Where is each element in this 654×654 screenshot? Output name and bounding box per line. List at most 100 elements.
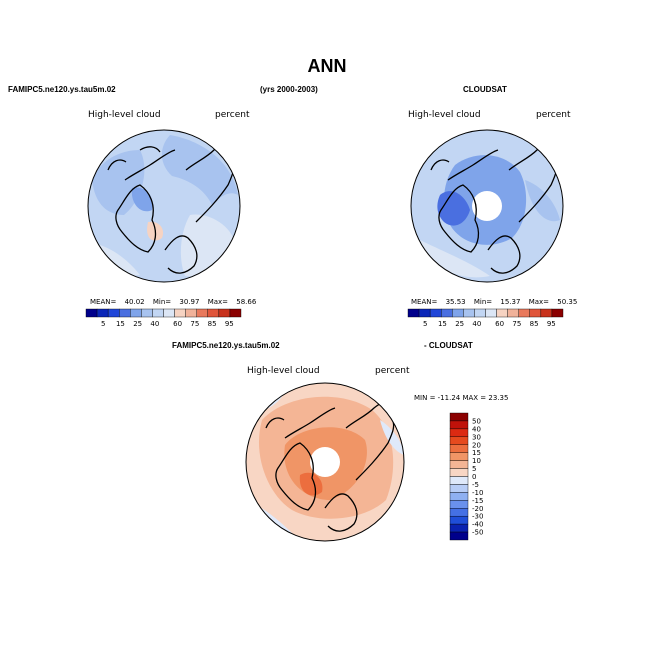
- obs-min-label: Min=: [473, 298, 493, 306]
- obs-colorbar-label: 95: [547, 320, 556, 328]
- model-colorbar-label: 40: [150, 320, 159, 328]
- obs-colorbar-label: 75: [512, 320, 521, 328]
- obs-colorbar-box: [540, 308, 553, 318]
- obs-mean-label: MEAN=: [411, 298, 438, 306]
- obs-mean: 35.53: [445, 298, 466, 306]
- diff-colorbar-box: [449, 476, 469, 485]
- model-max: 58.66: [236, 298, 257, 306]
- diff-units-label: percent: [375, 366, 410, 376]
- model-colorbar-box: [229, 308, 242, 318]
- diff-field-blob: [299, 472, 323, 496]
- diff-colorbar-box: [449, 468, 469, 477]
- diff-range-text: MIN = -11.24 MAX = 23.35: [414, 394, 509, 402]
- model-field-blob: [161, 135, 238, 205]
- obs-colorbar-box: [496, 308, 508, 318]
- diff-colorbar-box: [449, 460, 469, 469]
- obs-colorbar-box: [474, 308, 486, 318]
- diff-colorbar-box: [449, 412, 469, 422]
- obs-field-blob: [525, 180, 560, 222]
- diff-colorbar-box: [449, 428, 469, 438]
- diff-colorbar-label: -15: [472, 497, 483, 505]
- obs-colorbar-box: [507, 308, 519, 318]
- obs-colorbar-label: 25: [455, 320, 464, 328]
- obs-max-label: Max=: [528, 298, 550, 306]
- obs-colorbar-box: [441, 308, 453, 318]
- obs-map-border: [410, 129, 564, 283]
- model-polar-map: [87, 129, 241, 283]
- diff-variable-label: High-level cloud: [247, 366, 320, 376]
- diff-field: [246, 383, 404, 541]
- diff-map-border: [245, 382, 405, 542]
- model-colorbar-label: 15: [116, 320, 125, 328]
- diff-colorbar-box: [449, 484, 469, 493]
- model-colorbar-label: 75: [190, 320, 199, 328]
- model-colorbar-box: [174, 308, 186, 318]
- diff-colorbar-box: [449, 508, 469, 517]
- diff-colorbar-box: [449, 436, 469, 445]
- diff-colorbar-label: -10: [472, 489, 483, 497]
- diff-minus-label: - CLOUDSAT: [424, 341, 473, 350]
- diff-colorbar-label: 5: [472, 465, 476, 473]
- model-mean-label: MEAN=: [90, 298, 117, 306]
- obs-field-blob: [437, 191, 470, 226]
- model-colorbar-box: [185, 308, 197, 318]
- model-colorbar-box: [85, 308, 98, 318]
- obs-stats: MEAN= 35.53 Min= 15.37 Max= 50.35: [411, 298, 577, 306]
- main-title: ANN: [307, 56, 347, 76]
- obs-case-name: CLOUDSAT: [463, 85, 507, 94]
- diff-colorbar-label: 15: [472, 449, 481, 457]
- model-min: 30.97: [179, 298, 200, 306]
- model-colorbar-box: [207, 308, 220, 318]
- diff-colorbar-label: 20: [472, 441, 481, 449]
- obs-colorbar-box: [418, 308, 431, 318]
- obs-colorbar-box: [463, 308, 475, 318]
- diff-colorbar-box: [449, 500, 469, 509]
- diff-polar-map: [245, 382, 405, 542]
- model-colorbar-box: [130, 308, 142, 318]
- model-colorbar-box: [163, 308, 175, 318]
- obs-colorbar-box: [452, 308, 464, 318]
- model-units-label: percent: [215, 110, 250, 120]
- obs-colorbar-box: [429, 308, 442, 318]
- model-mean: 40.02: [124, 298, 145, 306]
- diff-field-blob: [380, 420, 404, 455]
- model-field-blob: [131, 187, 153, 212]
- diff-colorbar-label: 30: [472, 433, 481, 441]
- obs-units-label: percent: [536, 110, 571, 120]
- obs-colorbar-box: [518, 308, 530, 318]
- obs-max: 50.35: [557, 298, 578, 306]
- diff-missing-data-hole: [310, 447, 340, 477]
- model-colorbar-label: 95: [225, 320, 234, 328]
- model-colorbar-box: [107, 308, 120, 318]
- diff-colorbar-box: [449, 515, 469, 525]
- model-field: [88, 130, 240, 282]
- model-colorbar-box: [96, 308, 109, 318]
- model-field-blob: [100, 245, 140, 276]
- obs-colorbar-label: 40: [472, 320, 481, 328]
- model-colorbar-box: [196, 308, 208, 318]
- diff-case-name: FAMIPC5.ne120.ys.tau5m.02: [172, 341, 280, 350]
- diff-colorbar-label: -30: [472, 513, 483, 521]
- diff-colorbar-box: [449, 420, 469, 430]
- diff-colorbar-label: -50: [472, 529, 483, 537]
- diff-colorbar-box: [449, 531, 469, 541]
- model-colorbar-box: [119, 308, 131, 318]
- obs-colorbar-box: [485, 308, 497, 318]
- model-colorbar-label: 25: [133, 320, 142, 328]
- diff-colorbar-label: -40: [472, 521, 483, 529]
- diff-colorbar-box: [449, 492, 469, 501]
- obs-field: [411, 130, 563, 282]
- obs-field-blob: [420, 240, 490, 278]
- model-colorbar: 5 15 25 40 60 75 85 95: [85, 308, 242, 328]
- diff-colorbar-box: [449, 452, 469, 461]
- diff-colorbar-label: 10: [472, 457, 481, 465]
- years-label: (yrs 2000-2003): [260, 85, 318, 94]
- model-colorbar-label: 85: [208, 320, 217, 328]
- model-colorbar-label: 5: [101, 320, 105, 328]
- obs-colorbar: 5 15 25 40 60 75 85 95: [407, 308, 564, 328]
- model-map-border: [87, 129, 241, 283]
- model-colorbar-label: 60: [173, 320, 182, 328]
- model-field-blob: [92, 150, 145, 215]
